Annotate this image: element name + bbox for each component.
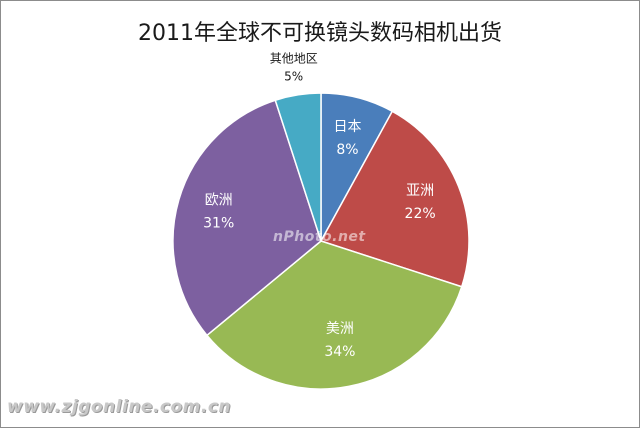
label-americas-name: 美洲 xyxy=(326,321,354,337)
slice-europe xyxy=(172,99,322,337)
label-japan-value: 8% xyxy=(336,142,358,158)
label-asia-value: 22% xyxy=(405,206,436,222)
label-europe-name: 欧洲 xyxy=(205,192,233,208)
watermark-center: nPhoto.net xyxy=(273,229,366,245)
slice-other xyxy=(274,92,322,242)
chart-title: 2011年全球不可换镜头数码相机出货 xyxy=(138,21,502,46)
slice-americas xyxy=(205,240,463,390)
label-americas-value: 34% xyxy=(324,344,355,360)
label-other-name: 其他地区 xyxy=(270,52,318,66)
label-asia-name: 亚洲 xyxy=(406,183,434,199)
label-japan-name: 日本 xyxy=(334,119,362,135)
slice-asia xyxy=(319,110,470,288)
label-other-value: 5% xyxy=(284,70,303,84)
label-europe-value: 31% xyxy=(203,215,234,231)
watermark-corner: www.zjgonline.com.cn xyxy=(7,397,232,417)
